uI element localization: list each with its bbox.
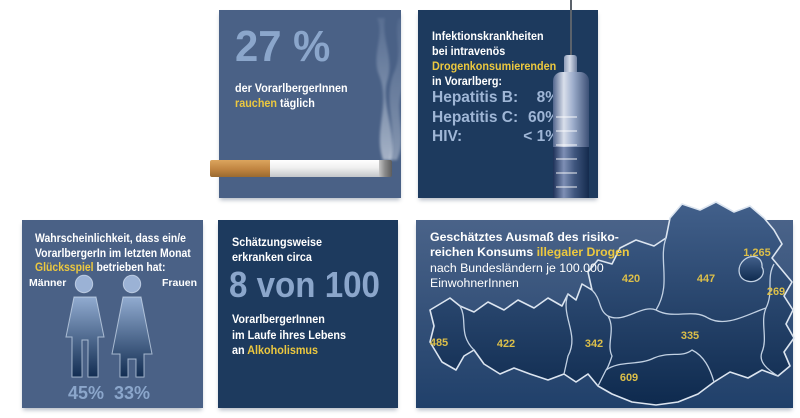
alcohol-caption-line1: VorarlbergerInnen xyxy=(232,312,325,326)
smoking-panel: 27 % der VorarlbergerInnen rauchen tägli… xyxy=(210,10,401,198)
smoking-caption-line1: der VorarlbergerInnen xyxy=(235,81,348,95)
map-value-niederoesterreich: 447 xyxy=(696,273,716,285)
syringe-liquid xyxy=(553,147,589,198)
drug-map-heading-highlight: illegaler Drogen xyxy=(536,245,630,260)
alcohol-ratio: 8 von 100 xyxy=(229,264,380,305)
drug-map-heading: Geschätztes Ausmaß des risiko- reichen K… xyxy=(430,230,630,291)
syringe-icon xyxy=(553,72,589,198)
gambling-heading-line3: betrieben hat: xyxy=(93,261,166,275)
cigarette-icon xyxy=(210,160,392,177)
stat-value: 60% xyxy=(527,108,559,126)
alcohol-caption-line2: im Laufe ihres Lebens xyxy=(232,327,347,342)
female-figure-icon xyxy=(111,274,153,378)
cigarette-body xyxy=(270,160,379,177)
stat-label: Hepatitis C: xyxy=(432,108,519,126)
infections-stats: Hepatitis B: 8% Hepatitis C: 60% HIV: < … xyxy=(432,88,559,147)
stat-row-hiv: HIV: < 1% xyxy=(432,127,559,147)
infections-heading: Infektionskrankheiten bei intravenös Dro… xyxy=(432,29,556,89)
map-value-wien: 1.265 xyxy=(743,247,771,259)
stat-value: < 1% xyxy=(523,128,559,145)
map-value-steiermark: 335 xyxy=(680,330,700,342)
drug-map-heading-line3: nach Bundesländern je 100.000 xyxy=(430,260,604,275)
smoking-percentage: 27 % xyxy=(235,22,331,71)
vienna-region xyxy=(738,255,764,283)
alcohol-intro-line1: Schätzungsweise xyxy=(232,235,323,249)
map-value-vorarlberg: 485 xyxy=(429,337,449,349)
infections-heading-line2: bei intravenös xyxy=(432,44,506,58)
male-figure-icon xyxy=(65,274,105,378)
infections-heading-line1: Infektionskrankheiten xyxy=(432,29,544,43)
drug-map-heading-line4: EinwohnerInnen xyxy=(430,275,519,290)
infections-heading-highlight: Drogenkonsumierenden xyxy=(432,59,557,73)
map-value-salzburg: 342 xyxy=(584,338,604,350)
stat-label: Hepatitis B: xyxy=(432,89,519,106)
stat-label: HIV: xyxy=(432,128,463,145)
gambling-heading-highlight: Glücksspiel xyxy=(35,261,94,275)
male-label: Männer xyxy=(29,277,67,289)
syringe-hub-icon xyxy=(564,55,577,74)
female-percentage: 33% xyxy=(113,383,151,403)
stat-row-hepatitis-c: Hepatitis C: 60% xyxy=(432,108,559,128)
drug-map-heading-line2: reichen Konsums xyxy=(430,245,537,260)
alcohol-intro-line2: erkranken circa xyxy=(232,250,312,264)
syringe-graduations xyxy=(556,104,577,196)
alcohol-intro: Schätzungsweise erkranken circa xyxy=(232,235,322,265)
gender-figures xyxy=(65,274,153,378)
male-percentage: 45% xyxy=(67,383,105,403)
drug-map-panel: Geschätztes Ausmaß des risiko- reichen K… xyxy=(416,201,795,408)
infections-panel: Infektionskrankheiten bei intravenös Dro… xyxy=(418,0,598,198)
alcohol-caption: VorarlbergerInnen im Laufe ihres Lebens … xyxy=(232,312,346,359)
stat-row-hepatitis-b: Hepatitis B: 8% xyxy=(432,88,559,108)
gambling-heading-line2: VorarlbergerIn im letzten Monat xyxy=(35,246,191,260)
gambling-panel: Wahrscheinlichkeit, dass ein/e Vorarlber… xyxy=(22,220,203,408)
alcohol-panel: Schätzungsweise erkranken circa 8 von 10… xyxy=(218,220,398,408)
gambling-heading-line1: Wahrscheinlichkeit, dass ein/e xyxy=(35,232,186,245)
cigarette-tip xyxy=(379,160,392,177)
infections-heading-line3: in Vorarlberg: xyxy=(432,74,503,88)
female-label: Frauen xyxy=(161,277,197,289)
map-value-kaernten: 609 xyxy=(619,372,639,384)
map-value-burgenland: 269 xyxy=(766,286,786,298)
gambling-heading: Wahrscheinlichkeit, dass ein/e Vorarlber… xyxy=(35,232,191,276)
alcohol-caption-prefix: an xyxy=(232,343,248,357)
map-value-tirol: 422 xyxy=(496,338,516,350)
drug-map-heading-line1: Geschätztes Ausmaß des risiko- xyxy=(430,230,619,244)
cigarette-filter xyxy=(210,160,270,177)
syringe-needle-icon xyxy=(570,0,572,57)
smoking-caption: der VorarlbergerInnen rauchen täglich xyxy=(235,81,348,111)
alcohol-caption-highlight: Alkoholismus xyxy=(247,343,319,357)
smoking-caption-line2: täglich xyxy=(277,96,315,110)
smoking-caption-highlight: rauchen xyxy=(235,96,278,110)
